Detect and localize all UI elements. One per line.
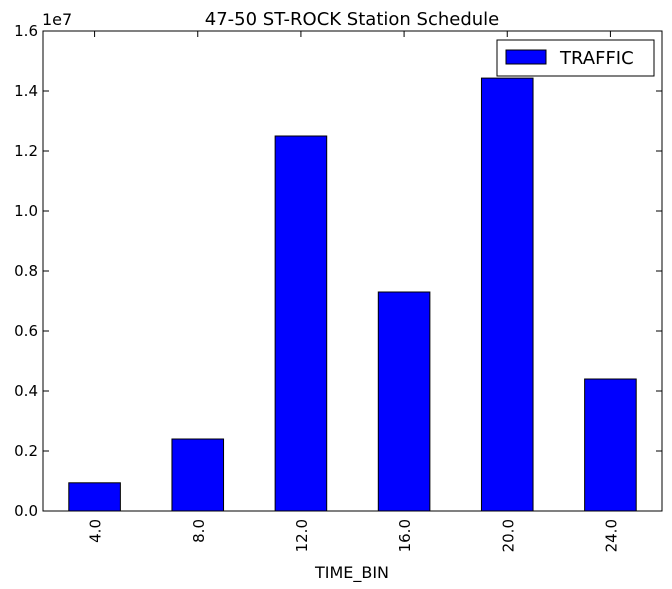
- x-tick-label: 16.0: [396, 519, 414, 552]
- chart-title: 47-50 ST-ROCK Station Schedule: [205, 9, 500, 30]
- y-tick-label: 1.6: [14, 22, 38, 40]
- y-tick-label: 0.8: [14, 262, 38, 280]
- bar: [68, 482, 121, 512]
- legend-swatch: [505, 49, 547, 65]
- x-tick-label: 8.0: [190, 519, 208, 543]
- legend-label: TRAFFIC: [559, 48, 634, 69]
- x-axis: 4.0 8.0 12.0 16.0 20.0 24.0: [87, 31, 620, 552]
- y-tick-label: 0.2: [14, 442, 38, 460]
- y-tick-label: 0.0: [14, 502, 38, 520]
- y-tick-label: 1.4: [14, 82, 38, 100]
- legend: TRAFFIC: [496, 39, 655, 77]
- bar: [584, 378, 637, 512]
- y-tick-label: 1.0: [14, 202, 38, 220]
- x-tick-label: 12.0: [293, 519, 311, 552]
- bar: [377, 291, 431, 512]
- bar-series: [68, 77, 637, 512]
- x-tick-label: 24.0: [602, 519, 620, 552]
- x-tick-label: 4.0: [87, 519, 105, 543]
- plot-frame: [42, 30, 663, 512]
- y-tick-label: 0.4: [14, 382, 38, 400]
- y-tick-label: 0.6: [14, 322, 38, 340]
- bar: [274, 135, 328, 512]
- bar: [480, 77, 534, 512]
- x-axis-label: TIME_BIN: [314, 563, 389, 583]
- x-tick-label: 20.0: [499, 519, 517, 552]
- y-tick-label: 1.2: [14, 142, 38, 160]
- bar: [171, 438, 225, 512]
- y-offset-label: 1e7: [42, 10, 72, 29]
- y-axis: 0.0 0.2 0.4 0.6 0.8 1.0 1.2 1.4 1.6: [14, 22, 662, 520]
